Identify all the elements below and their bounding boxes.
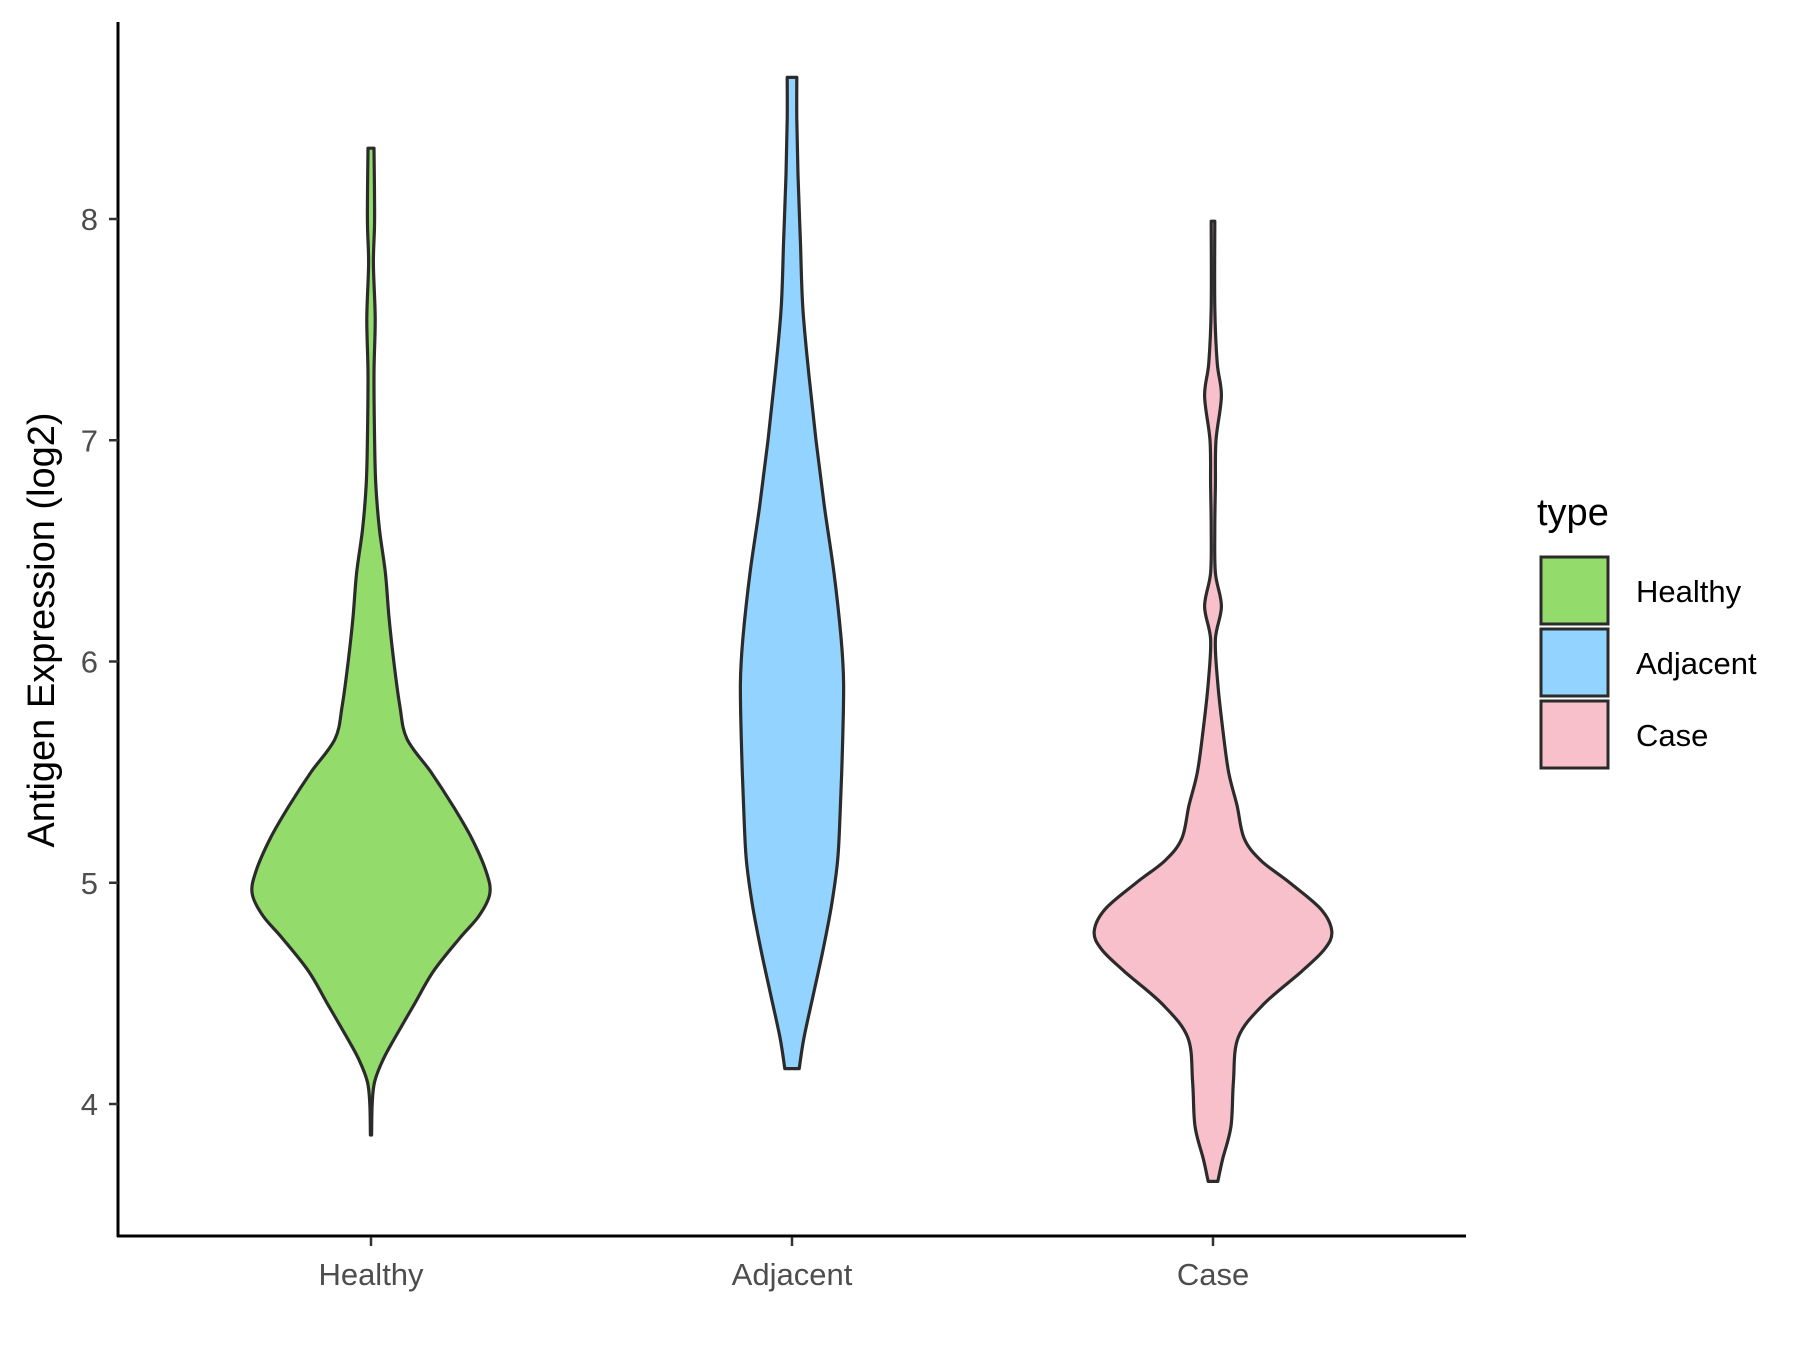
y-tick-label-6: 6 [81,645,98,680]
legend: type Healthy Adjacent Case [1537,492,1757,770]
violin-healthy [250,146,492,1137]
y-tick-label-4: 4 [81,1087,98,1122]
y-axis-title: Antigen Expression (log2) [21,412,63,847]
violin-case [1092,219,1334,1183]
x-tick-label-healthy: Healthy [318,1257,424,1292]
violin-adjacent [738,75,846,1071]
y-axis-ticks: 4 5 6 7 8 [81,202,118,1122]
legend-items: Healthy Adjacent Case [1539,555,1757,770]
legend-swatch-adjacent [1539,627,1610,698]
legend-label-case: Case [1636,718,1708,753]
legend-title: type [1537,492,1609,534]
y-tick-label-5: 5 [81,866,98,901]
x-axis-ticks: Healthy Adjacent Case [318,1237,1249,1292]
y-tick-label-8: 8 [81,202,98,237]
violins-layer [250,75,1334,1183]
x-tick-label-case: Case [1177,1257,1249,1292]
legend-label-healthy: Healthy [1636,574,1742,609]
y-tick-label-7: 7 [81,423,98,458]
legend-swatch-case [1539,699,1610,770]
legend-swatch-healthy [1539,555,1610,626]
x-tick-label-adjacent: Adjacent [732,1257,853,1292]
legend-label-adjacent: Adjacent [1636,646,1757,681]
